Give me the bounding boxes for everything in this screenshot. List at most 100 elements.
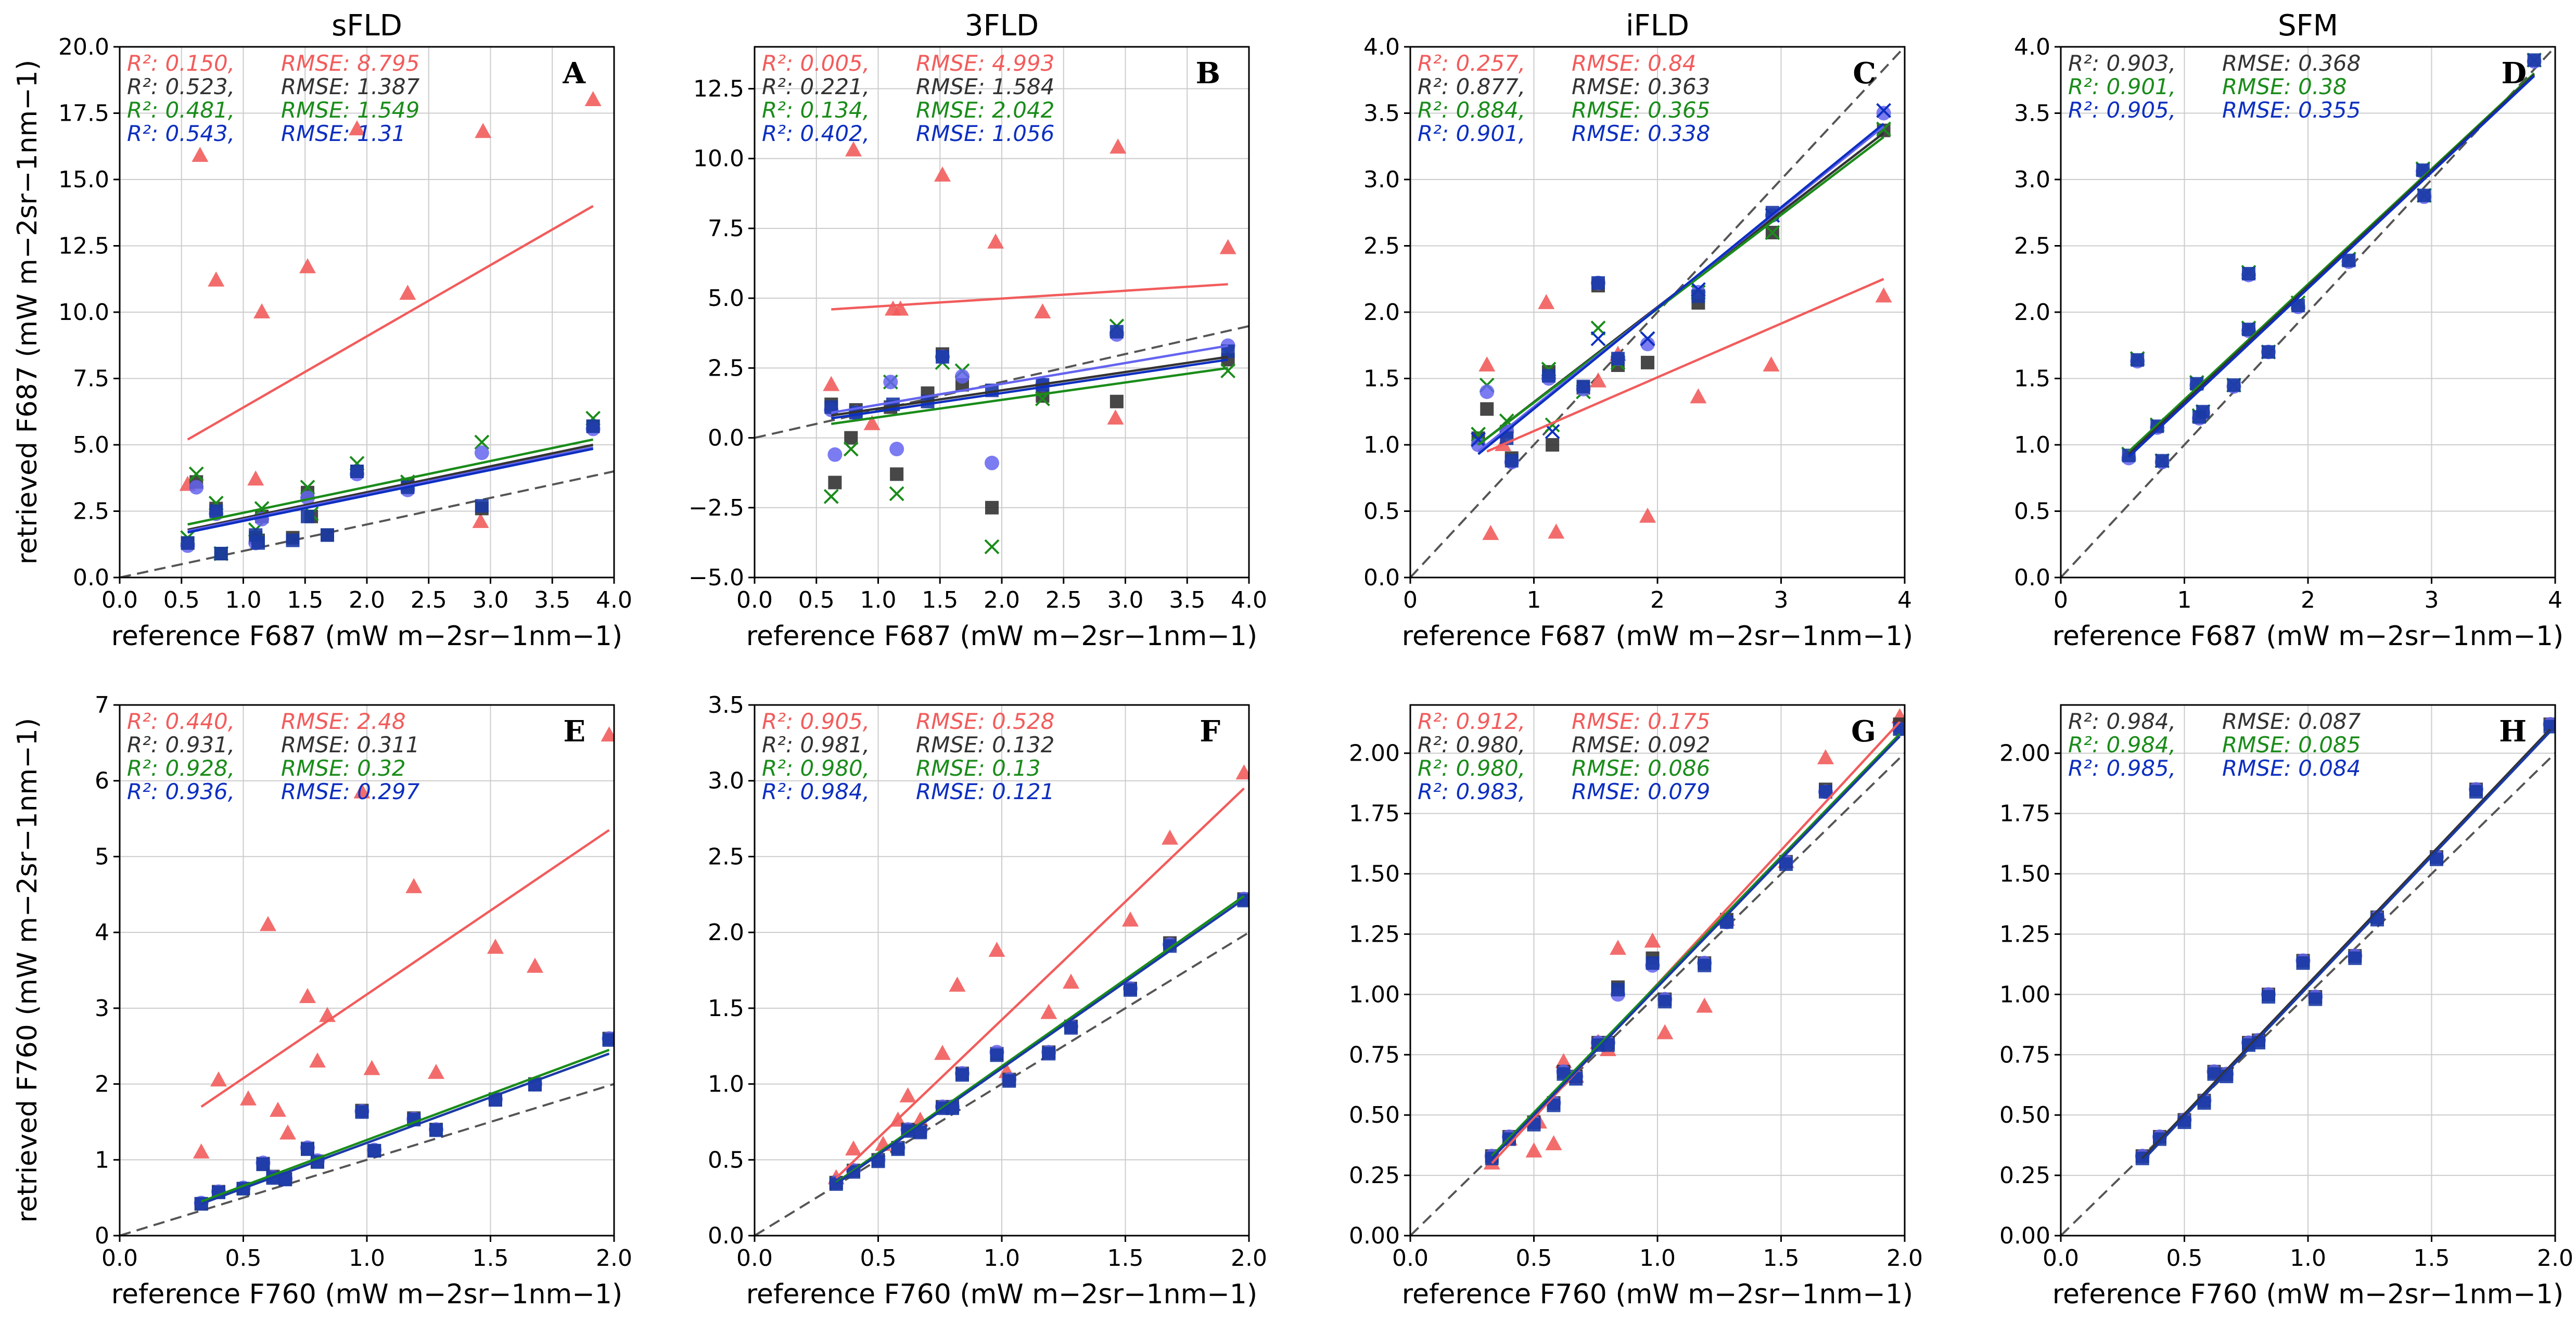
data-point-triangle (1525, 1142, 1542, 1158)
y-tick-label: 2.0 (1363, 299, 1400, 326)
y-tick-label: 6 (95, 768, 109, 794)
fit-line (1486, 278, 1884, 453)
fit-line (187, 205, 594, 441)
stat-r2: R²: 0.984, (762, 779, 870, 804)
data-point-triangle (934, 1045, 951, 1060)
stat-rmse: RMSE: 0.175 (1572, 709, 1710, 734)
y-axis-label: retrieved F687 (mW m−2sr−1nm−1) (12, 60, 43, 564)
y-tick-label: 7.5 (73, 366, 109, 392)
data-point-square (301, 509, 314, 523)
x-tick-label: 0 (2054, 587, 2068, 613)
data-point-square (286, 533, 300, 547)
stat-rmse: RMSE: 0.084 (2222, 755, 2361, 781)
y-tick-label: 0.75 (1999, 1042, 2050, 1068)
one-to-one-line (120, 470, 614, 577)
y-tick-label: 12.5 (58, 233, 109, 260)
data-point-square (321, 528, 334, 542)
y-tick-label: 7.5 (708, 215, 744, 242)
y-tick-label: 3.5 (1363, 100, 1400, 127)
x-tick-label: 3.0 (473, 587, 509, 613)
stat-rmse: RMSE: 0.528 (916, 709, 1054, 734)
y-tick-label: 2.00 (1349, 740, 1400, 767)
fit-line (831, 358, 1228, 420)
data-point-square (2296, 956, 2310, 970)
data-point-square (602, 1033, 614, 1047)
x-tick-label: 2.0 (349, 587, 385, 613)
y-tick-label: 2.5 (73, 498, 109, 525)
data-point-triangle (193, 1143, 210, 1159)
data-point-x (1220, 363, 1236, 379)
stat-rmse: RMSE: 0.38 (2222, 74, 2347, 99)
x-tick-label: 1.5 (287, 587, 323, 613)
y-tick-label: 5.0 (708, 285, 744, 312)
data-point-square (1591, 276, 1605, 290)
data-point-triangle (240, 1090, 257, 1106)
data-point-square (2131, 353, 2145, 367)
data-point-x (1640, 331, 1655, 346)
data-point-triangle (1040, 1004, 1057, 1019)
y-tick-label: 4 (95, 919, 109, 946)
x-tick-label: 2.5 (1045, 587, 1082, 613)
fit-line (831, 367, 1228, 425)
y-tick-label: 1.25 (1999, 921, 2050, 947)
stat-r2: R²: 0.980, (1418, 732, 1525, 758)
y-tick-label: 17.5 (58, 100, 109, 127)
data-point-triangle (1538, 294, 1555, 310)
stat-rmse: RMSE: 1.584 (916, 74, 1054, 99)
y-tick-label: 1.5 (2014, 366, 2050, 392)
stat-rmse: RMSE: 0.355 (2222, 97, 2361, 123)
data-point-circle (883, 375, 898, 390)
y-tick-label: 0.50 (1349, 1102, 1400, 1128)
stat-r2: R²: 0.985, (2068, 755, 2176, 781)
data-point-square (251, 536, 265, 550)
panel-letter: C (1853, 56, 1876, 91)
panel-A: 0.0 0.5 1.0 1.5 2.0 2.5 3.0 3.5 4.0 0.0 2.5 5.0 7.5 1… (12, 9, 632, 652)
y-axis-label: retrieved F760 (mW m−2sr−1nm−1) (12, 718, 43, 1223)
panel-letter: D (2501, 56, 2527, 91)
stat-r2: R²: 0.134, (762, 97, 870, 123)
stat-rmse: RMSE: 2.48 (281, 709, 406, 734)
data-point-square (844, 431, 858, 445)
data-point-triangle (208, 271, 225, 287)
x-tick-label: 0.5 (860, 1245, 897, 1272)
data-point-triangle (863, 415, 881, 430)
data-point-circle (1876, 106, 1891, 121)
stat-r2: R²: 0.984, (2068, 732, 2176, 758)
data-point-triangle (1590, 372, 1606, 388)
data-point-triangle (1639, 507, 1656, 523)
y-tick-label: 0.75 (1349, 1042, 1400, 1068)
data-point-triangle (349, 120, 365, 136)
y-tick-label: 0.25 (1349, 1162, 1400, 1189)
data-point-triangle (845, 1140, 862, 1156)
y-tick-label: 3.0 (2014, 166, 2050, 193)
stat-r2: R²: 0.931, (127, 732, 235, 758)
fit-line (2141, 728, 2552, 1160)
y-tick-label: −5.0 (688, 564, 744, 591)
panel-C: 0 1 2 3 4 0.0 0.5 1.0 1.5 2.0 2.5 3.0 3.5 4.0 iFLD C R²:… (1363, 9, 1913, 652)
x-tick-label: 2.5 (411, 587, 447, 613)
stat-rmse: RMSE: 0.32 (281, 755, 406, 781)
data-point-square (1110, 325, 1124, 339)
data-point-triangle (353, 783, 371, 799)
data-point-triangle (270, 1101, 286, 1117)
panel-B: 0.0 0.5 1.0 1.5 2.0 2.5 3.0 3.5 4.0 −5.0 −2.5 0.0 2.… (688, 9, 1267, 652)
x-axis-label: reference F760 (mW m−2sr−1nm−1) (111, 1279, 622, 1310)
data-point-triangle (845, 141, 862, 157)
data-point-square (301, 1142, 314, 1156)
x-tick-label: 1 (2177, 587, 2192, 613)
panel-title: iFLD (1626, 9, 1689, 43)
data-point-x (1876, 102, 1892, 118)
data-point-triangle (1644, 932, 1661, 948)
stat-r2: R²: 0.983, (1418, 779, 1525, 804)
data-point-triangle (1548, 523, 1565, 539)
data-point-circle (985, 455, 999, 470)
data-point-triangle (1555, 1053, 1572, 1069)
data-point-square (214, 547, 228, 561)
data-point-circle (827, 447, 843, 462)
stat-rmse: RMSE: 0.311 (281, 732, 419, 758)
panel-E: 0.0 0.5 1.0 1.5 2.0 0 1 2 3 4 5 6 7 E R²: 0.440, RMSE: … (12, 692, 632, 1310)
x-tick-label: 2.0 (1231, 1245, 1267, 1272)
data-point-square (2227, 378, 2241, 392)
fit-line (200, 1053, 610, 1205)
y-tick-label: −2.5 (688, 495, 744, 521)
